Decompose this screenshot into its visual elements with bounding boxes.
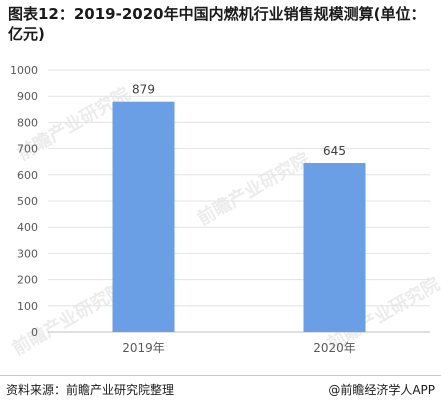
y-tick-label: 1000 — [10, 64, 38, 77]
gridlines — [48, 69, 430, 333]
y-tick-label: 800 — [17, 116, 38, 129]
y-tick-label: 300 — [17, 247, 38, 260]
chart-title: 图表12：2019-2020年中国内燃机行业销售规模测算(单位：亿元) — [8, 5, 426, 43]
y-tick-label: 400 — [17, 221, 38, 234]
data-labels: 879 645 — [132, 83, 346, 158]
bar — [112, 101, 175, 333]
credit-note: @前瞻经济学人APP — [328, 383, 435, 397]
y-axis-ticks: 0 100 200 300 400 500 600 700 800 900 1000 — [10, 64, 38, 339]
footer-divider — [0, 375, 441, 376]
data-label: 879 — [132, 83, 155, 97]
bar — [303, 163, 366, 332]
y-tick-label: 600 — [17, 169, 38, 182]
y-tick-label: 900 — [17, 90, 38, 103]
y-tick-label: 700 — [17, 143, 38, 156]
bars — [112, 101, 366, 333]
y-tick-label: 500 — [17, 195, 38, 208]
source-note: 资料来源：前瞻产业研究院整理 — [6, 383, 175, 397]
x-tick-label: 2019年 — [122, 341, 165, 355]
x-axis-ticks: 2019年 2020年 — [122, 341, 356, 355]
y-tick-label: 200 — [17, 274, 38, 287]
x-tick-label: 2020年 — [313, 341, 356, 355]
y-tick-label: 0 — [31, 326, 38, 339]
y-tick-label: 100 — [17, 300, 38, 313]
data-label: 645 — [323, 144, 346, 158]
